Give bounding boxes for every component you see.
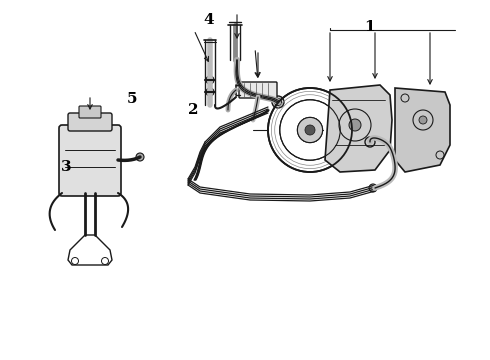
FancyBboxPatch shape bbox=[79, 106, 101, 118]
Text: 4: 4 bbox=[203, 13, 214, 27]
FancyBboxPatch shape bbox=[68, 113, 112, 131]
Text: 5: 5 bbox=[127, 92, 138, 106]
Polygon shape bbox=[395, 88, 450, 172]
Circle shape bbox=[365, 137, 375, 147]
Polygon shape bbox=[325, 85, 392, 172]
Text: 3: 3 bbox=[61, 161, 72, 174]
Circle shape bbox=[297, 117, 322, 143]
Circle shape bbox=[136, 153, 144, 161]
Circle shape bbox=[369, 184, 377, 192]
Text: 1: 1 bbox=[365, 20, 375, 34]
FancyBboxPatch shape bbox=[59, 125, 121, 196]
Circle shape bbox=[206, 88, 214, 96]
Circle shape bbox=[349, 119, 361, 131]
Circle shape bbox=[206, 76, 214, 84]
Text: 2: 2 bbox=[188, 103, 199, 117]
Circle shape bbox=[305, 125, 315, 135]
Circle shape bbox=[297, 117, 322, 143]
Circle shape bbox=[419, 116, 427, 124]
FancyBboxPatch shape bbox=[239, 82, 277, 98]
Circle shape bbox=[272, 96, 284, 108]
Circle shape bbox=[305, 125, 315, 135]
